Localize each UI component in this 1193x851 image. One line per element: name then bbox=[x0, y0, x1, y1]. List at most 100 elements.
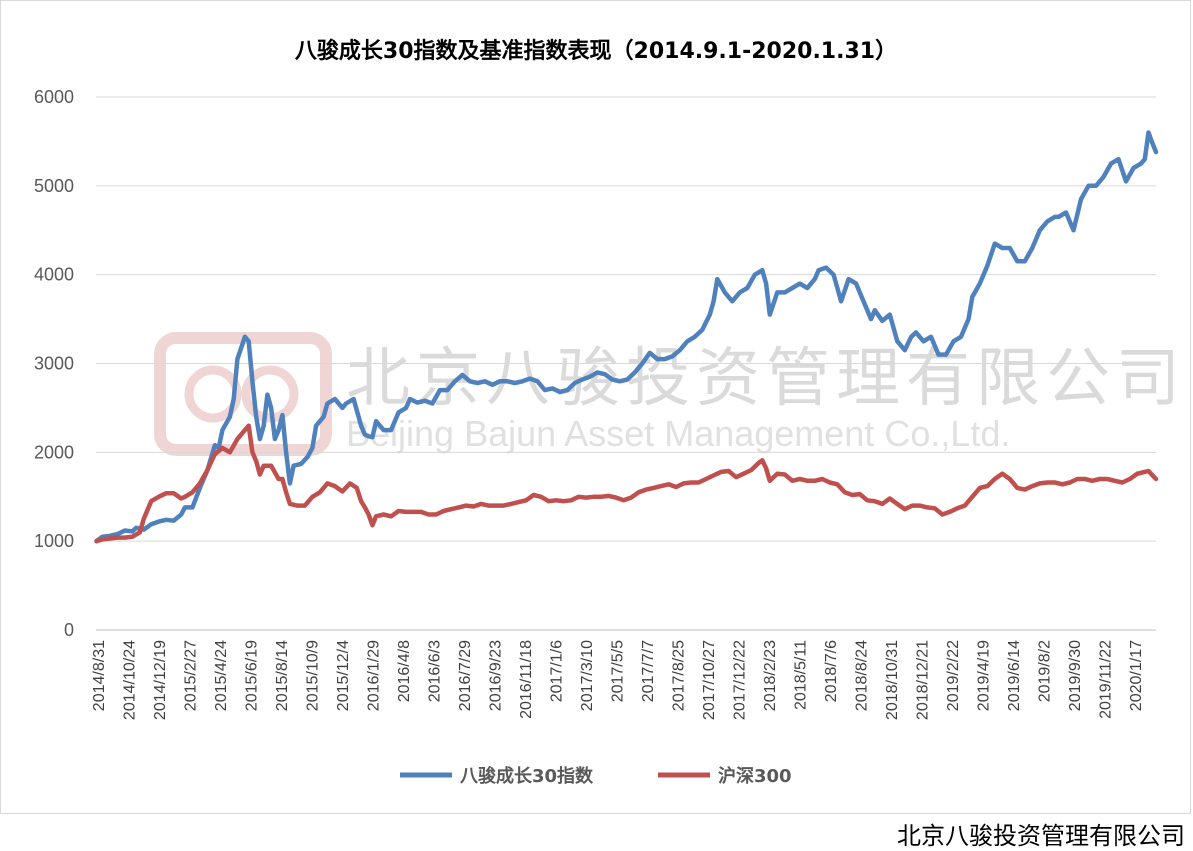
data-point bbox=[705, 478, 707, 480]
data-point bbox=[285, 451, 287, 454]
data-point bbox=[416, 401, 419, 404]
data-point bbox=[1095, 185, 1097, 187]
x-tick-label: 2017/3/10 bbox=[579, 640, 596, 711]
data-point bbox=[165, 492, 167, 495]
data-point bbox=[874, 500, 876, 503]
data-point bbox=[165, 519, 167, 521]
y-tick-label: 3000 bbox=[34, 354, 74, 374]
data-point bbox=[926, 506, 929, 509]
data-point bbox=[979, 282, 981, 285]
data-point bbox=[124, 536, 126, 539]
data-point bbox=[667, 483, 670, 486]
x-tick-label: 2016/7/29 bbox=[457, 640, 474, 711]
data-point bbox=[896, 340, 899, 343]
y-axis-ticks: 0 1000 2000 3000 4000 5000 6000 bbox=[34, 87, 74, 640]
data-point bbox=[341, 407, 344, 409]
data-point bbox=[874, 309, 876, 312]
data-point bbox=[341, 490, 344, 493]
data-point bbox=[784, 473, 786, 476]
data-point bbox=[1136, 472, 1139, 475]
data-point bbox=[262, 464, 265, 467]
data-point bbox=[956, 507, 959, 510]
data-point bbox=[664, 358, 666, 360]
data-point bbox=[427, 513, 430, 516]
data-point bbox=[259, 438, 261, 440]
data-point bbox=[150, 523, 152, 526]
data-point bbox=[712, 474, 715, 477]
data-point bbox=[390, 429, 392, 431]
data-point bbox=[555, 499, 557, 502]
x-tick-label: 2017/10/27 bbox=[701, 640, 718, 720]
data-point bbox=[896, 503, 899, 505]
data-point bbox=[116, 536, 119, 539]
data-point bbox=[382, 513, 385, 516]
data-point bbox=[191, 506, 194, 509]
data-point bbox=[915, 331, 917, 334]
data-point bbox=[619, 380, 621, 383]
data-point bbox=[1106, 478, 1109, 480]
data-point bbox=[622, 499, 625, 502]
data-point bbox=[1155, 478, 1157, 480]
data-point bbox=[986, 485, 989, 487]
data-point bbox=[311, 447, 314, 449]
data-point bbox=[480, 503, 482, 505]
data-point bbox=[544, 389, 546, 391]
x-tick-label: 2018/7/6 bbox=[823, 640, 840, 702]
data-point bbox=[649, 352, 651, 354]
data-point bbox=[322, 416, 325, 418]
data-point bbox=[1099, 478, 1101, 480]
data-point bbox=[559, 391, 561, 393]
data-point bbox=[334, 398, 336, 400]
data-point bbox=[765, 282, 767, 285]
data-point bbox=[979, 487, 981, 489]
data-point bbox=[371, 436, 374, 439]
data-point bbox=[922, 340, 925, 343]
data-point bbox=[727, 470, 730, 472]
data-point bbox=[986, 265, 989, 267]
footer-company-name: 北京八骏投资管理有限公司 bbox=[897, 822, 1185, 850]
data-point bbox=[1140, 162, 1142, 165]
data-point bbox=[604, 373, 606, 376]
x-tick-label: 2018/12/21 bbox=[915, 640, 932, 720]
data-point bbox=[1091, 480, 1094, 482]
data-point bbox=[390, 515, 392, 518]
data-point bbox=[397, 411, 400, 414]
data-point bbox=[420, 511, 422, 513]
y-tick-label: 1000 bbox=[34, 531, 74, 551]
data-point bbox=[967, 318, 970, 320]
data-point bbox=[142, 528, 145, 531]
data-point bbox=[731, 300, 734, 303]
data-point bbox=[757, 462, 760, 464]
data-point bbox=[1132, 167, 1135, 169]
data-point bbox=[686, 340, 689, 343]
x-tick-label: 2018/5/11 bbox=[793, 640, 810, 710]
data-point bbox=[1155, 151, 1157, 153]
data-point bbox=[742, 472, 745, 475]
chart-title: 八骏成长30指数及基准指数表现（2014.9.1-2020.1.31） bbox=[295, 38, 897, 64]
data-point bbox=[585, 496, 587, 499]
y-tick-label: 6000 bbox=[34, 87, 74, 107]
data-point bbox=[319, 491, 321, 494]
data-point bbox=[345, 402, 347, 405]
data-point bbox=[690, 481, 692, 484]
data-point bbox=[776, 472, 779, 475]
data-point bbox=[784, 291, 786, 294]
data-point bbox=[964, 504, 966, 507]
data-point bbox=[769, 313, 771, 316]
data-point bbox=[364, 433, 366, 436]
data-point bbox=[825, 266, 827, 269]
series-line-2 bbox=[94, 423, 1159, 544]
data-point bbox=[306, 456, 309, 458]
data-point bbox=[311, 496, 314, 498]
data-point bbox=[514, 382, 516, 384]
data-point bbox=[229, 451, 231, 454]
data-point bbox=[424, 400, 426, 402]
data-point bbox=[592, 496, 595, 498]
data-point bbox=[1001, 472, 1004, 475]
data-point bbox=[266, 393, 269, 396]
data-point bbox=[405, 511, 407, 513]
data-point bbox=[184, 506, 186, 509]
data-point bbox=[349, 482, 351, 485]
data-point bbox=[135, 527, 137, 529]
data-point bbox=[1087, 185, 1090, 187]
